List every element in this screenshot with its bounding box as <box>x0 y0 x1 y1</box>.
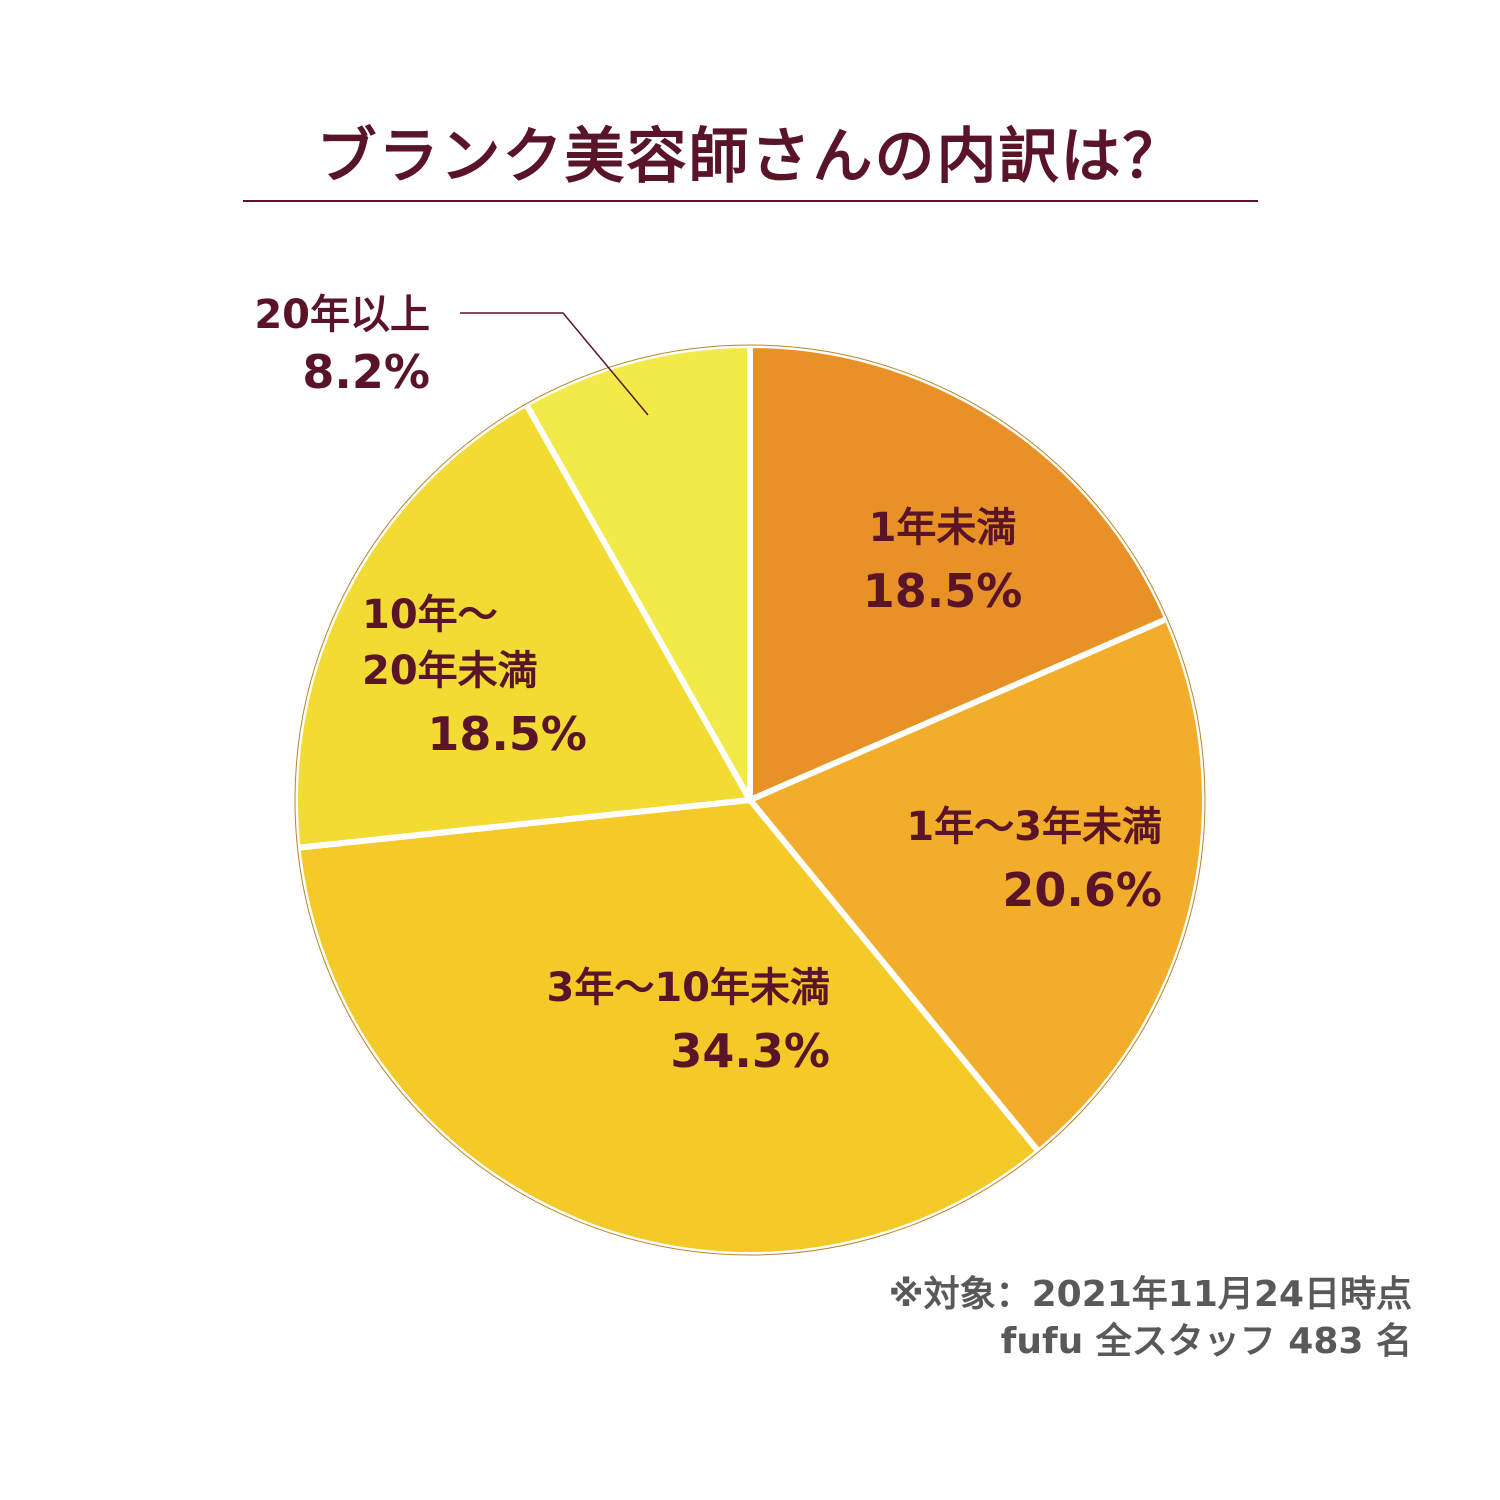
slice-label-name: 20年以上 <box>254 292 430 338</box>
footnote-line-2: fufu 全スタッフ 483 名 <box>1000 1320 1412 1362</box>
slice-label-4: 10年～ 20年未満 18.5% <box>362 595 587 757</box>
slice-label-value: 20.6% <box>1002 863 1162 917</box>
title-underline <box>243 200 1258 202</box>
pie-outline <box>294 344 1206 1256</box>
slice-label-name: 1年未満 <box>868 505 1017 551</box>
leader-line <box>460 312 649 416</box>
footnote: ※対象：2021年11月24日時点 fufu 全スタッフ 483 名 <box>889 1272 1412 1366</box>
slice-label-value: 8.2% <box>302 345 430 399</box>
slice-label-name-line1: 10年～ <box>362 592 498 638</box>
slice-label-name: 1年～3年未満 <box>906 804 1162 850</box>
slice-label-value: 34.3% <box>670 1024 830 1078</box>
slice-label-value: 18.5% <box>862 564 1023 618</box>
slice-label-5: 20年以上 8.2% <box>190 295 430 395</box>
slice-label-3: 3年～10年未満 34.3% <box>455 965 831 1078</box>
slice-label-2: 1年～3年未満 20.6% <box>812 807 1162 913</box>
slice-label-name: 3年～10年未満 <box>546 965 831 1011</box>
slice-label-1: 1年未満 18.5% <box>820 508 1065 614</box>
slice-label-name-line2: 20年未満 <box>362 648 538 694</box>
chart-title: ブランク美容師さんの内訳は？ <box>316 122 1185 192</box>
footnote-line-1: ※対象：2021年11月24日時点 <box>888 1274 1412 1315</box>
slice-label-value: 18.5% <box>427 707 587 761</box>
